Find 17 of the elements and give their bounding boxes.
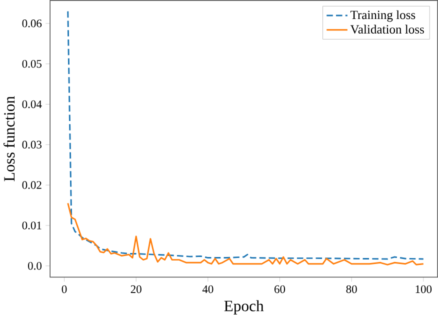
y-tick-label: 0.02 bbox=[22, 181, 42, 189]
y-tick-label: 0.05 bbox=[22, 60, 42, 68]
x-tick-label: 20 bbox=[130, 285, 142, 294]
x-axis-title: Epoch bbox=[224, 300, 264, 314]
x-tick-label: 40 bbox=[202, 285, 214, 294]
x-tick-label: 80 bbox=[346, 285, 357, 294]
x-tick-label: 100 bbox=[416, 285, 432, 294]
x-tick-label: 60 bbox=[274, 285, 286, 294]
y-tick-label: 0.01 bbox=[22, 222, 42, 230]
legend-label: Validation loss bbox=[350, 24, 424, 34]
y-tick-label: 0.0 bbox=[28, 262, 42, 270]
x-tick-label: 0 bbox=[62, 285, 67, 294]
y-tick-label: 0.04 bbox=[22, 100, 42, 108]
y-axis-title: Loss function bbox=[3, 96, 15, 182]
y-tick-label: 0.03 bbox=[22, 140, 42, 149]
y-tick-label: 0.06 bbox=[22, 20, 42, 28]
legend-label: Training loss bbox=[350, 10, 416, 22]
